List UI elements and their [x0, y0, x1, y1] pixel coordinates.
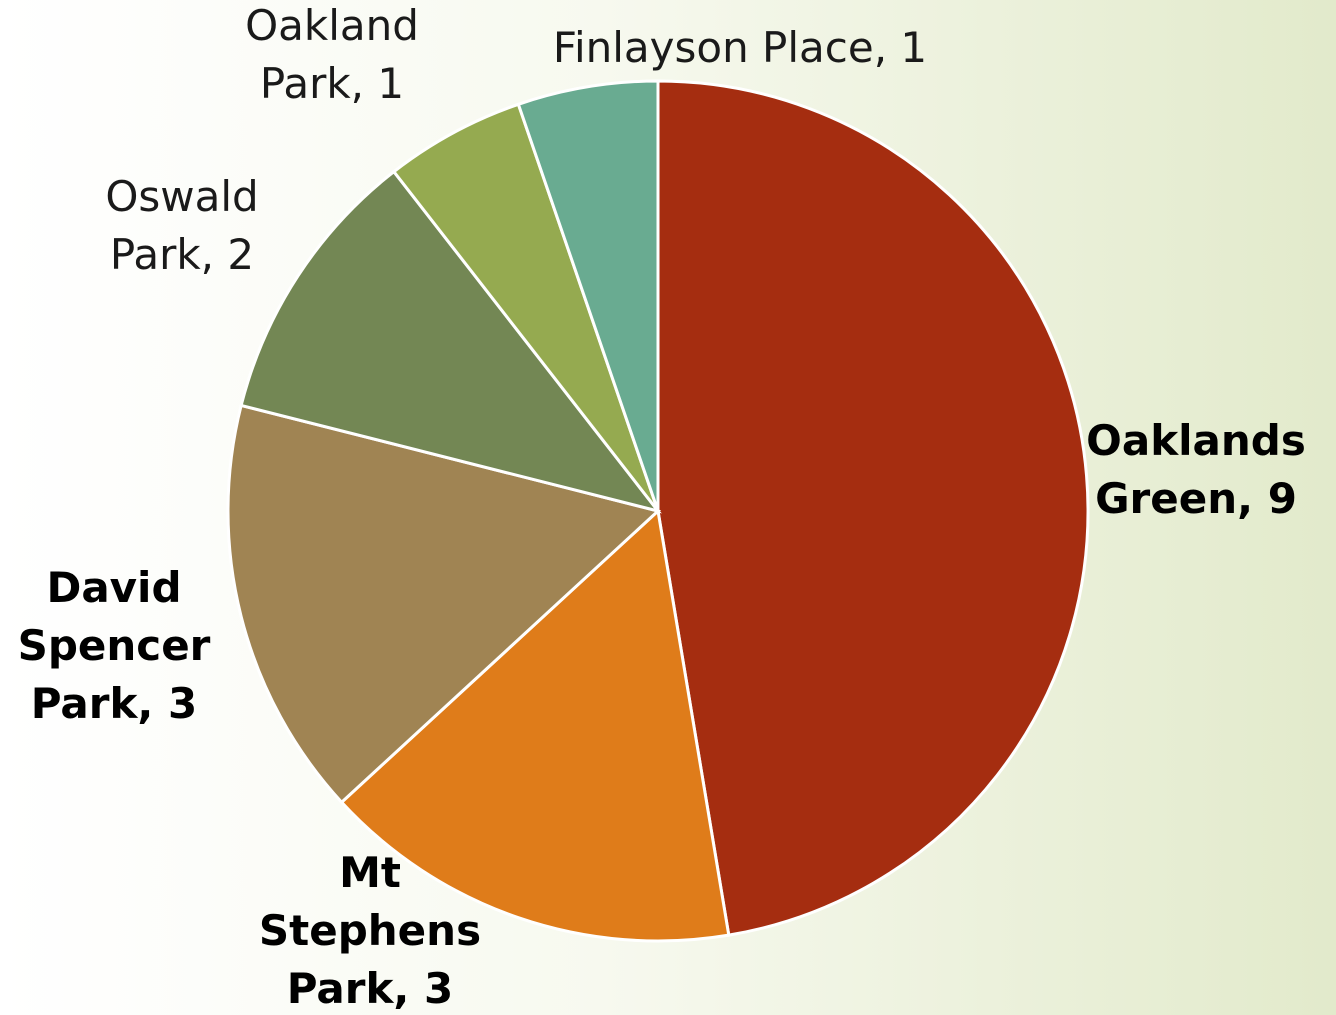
pie-slice [656, 79, 1090, 937]
pie-slice [339, 508, 731, 943]
data-label: Oakland Park, 1 [245, 1, 419, 108]
pie-slice [239, 169, 662, 514]
pie-slice [226, 403, 662, 805]
data-label: Mt Stephens Park, 3 [259, 848, 481, 1013]
data-label: Oswald Park, 2 [105, 172, 258, 279]
data-label: Oaklands Green, 9 [1086, 416, 1306, 523]
pie-slice [516, 79, 660, 512]
pie-slice [391, 102, 660, 512]
data-label: Finlayson Place, 1 [553, 23, 927, 72]
data-label: David Spencer Park, 3 [18, 563, 211, 728]
